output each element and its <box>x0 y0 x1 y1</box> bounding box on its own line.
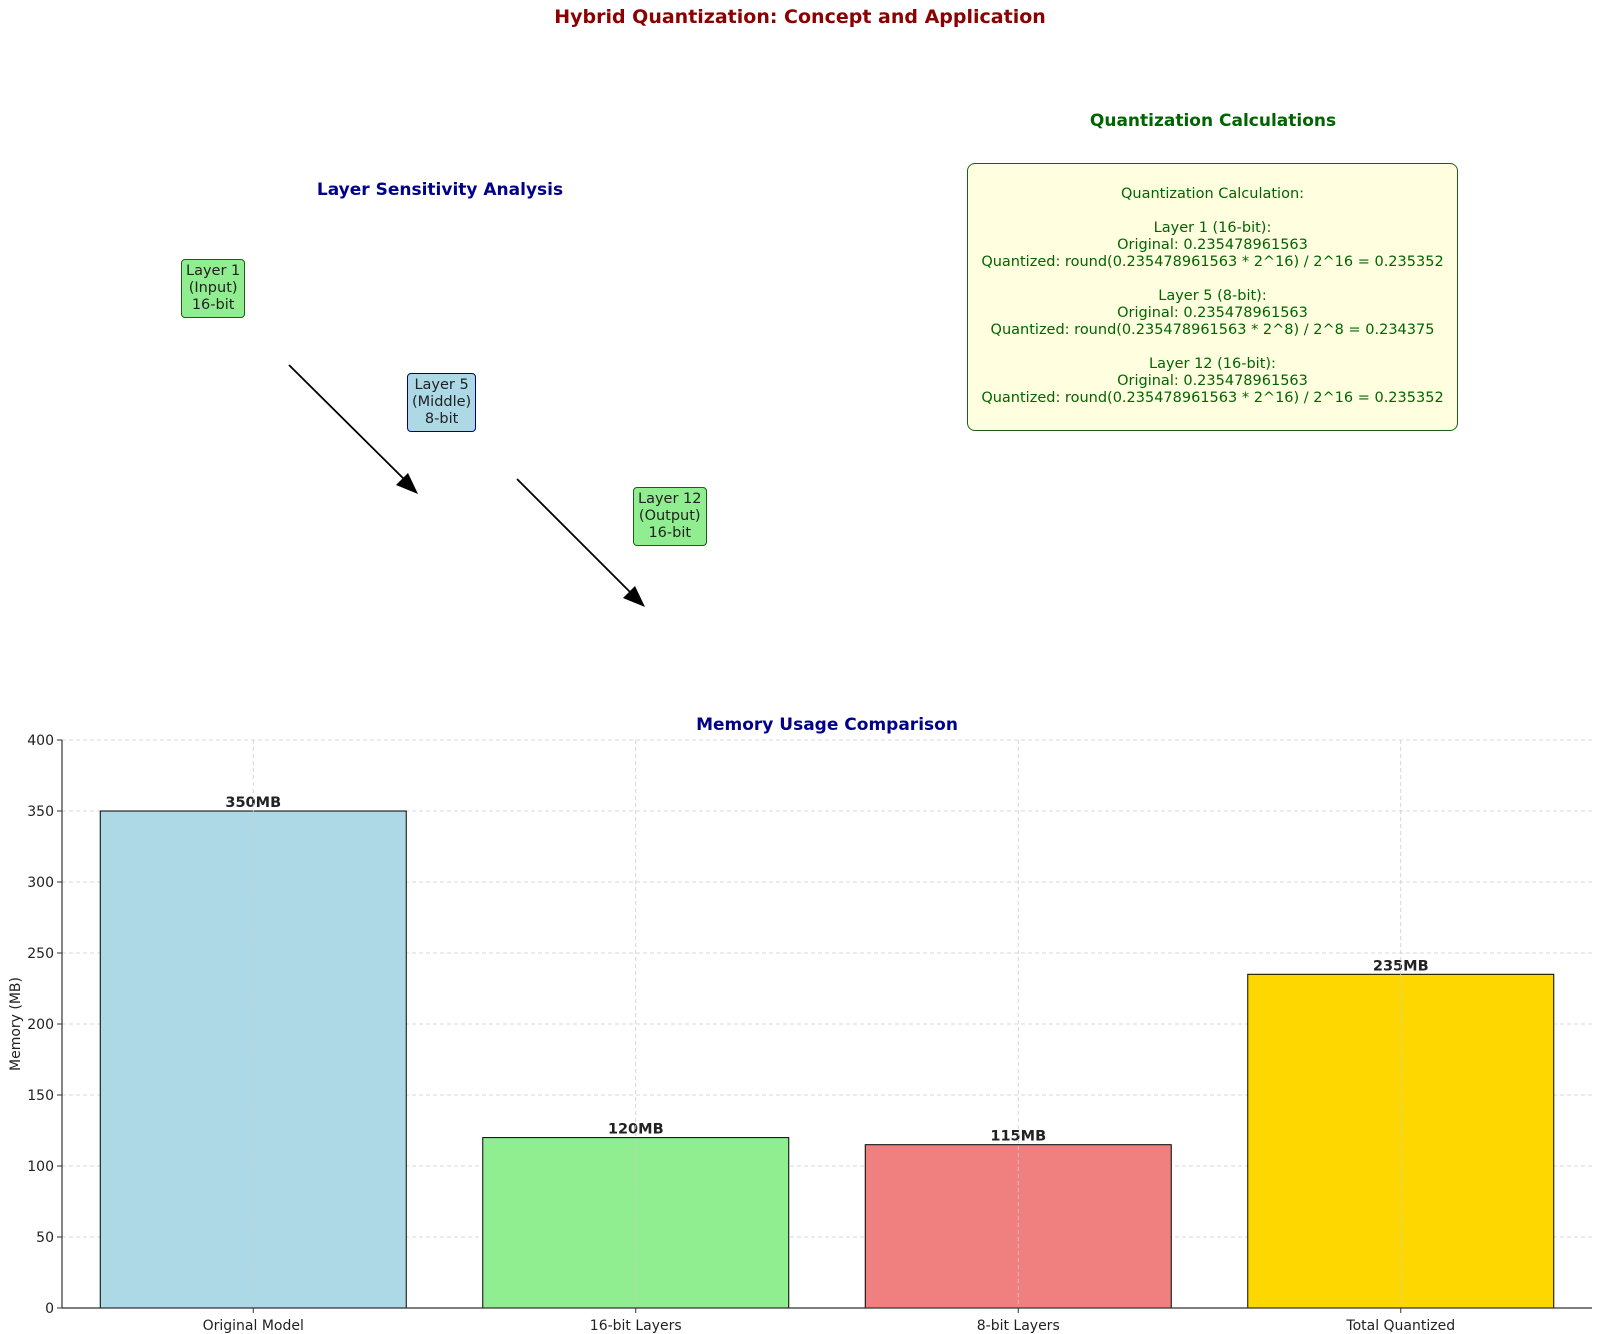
layer-5-bits: 8-bit <box>424 411 459 427</box>
x-tick-label: Original Model <box>203 1318 304 1334</box>
calculations-title: Quantization Calculations <box>1089 111 1337 131</box>
y-tick-label: 350 <box>27 804 54 820</box>
calc-line <box>968 339 1457 356</box>
y-tick-label: 200 <box>27 1017 54 1033</box>
y-axis-label: Memory (MB) <box>8 977 24 1071</box>
arrowhead-layer5 <box>396 473 418 494</box>
layer-1-box: Layer 1 (Input) 16-bit <box>181 259 246 318</box>
layer-1-bits: 16-bit <box>191 297 235 313</box>
layer-5-name: Layer 5 <box>414 377 469 393</box>
calc-line: Layer 12 (16-bit): <box>1149 356 1276 372</box>
flow-arrows <box>288 364 645 607</box>
calc-line: Layer 5 (8-bit): <box>1158 288 1267 304</box>
bar-value-label: 115MB <box>990 1129 1046 1145</box>
layer-5-role: (Middle) <box>412 394 472 410</box>
x-tick-label: 8-bit Layers <box>977 1318 1060 1334</box>
calc-line: Quantized: round(0.235478961563 * 2^16) … <box>981 254 1444 270</box>
y-tick-label: 0 <box>45 1301 54 1317</box>
calc-line: Original: 0.235478961563 <box>1117 373 1308 389</box>
calc-line: Layer 1 (16-bit): <box>1153 220 1272 236</box>
y-tick-label: 250 <box>27 946 54 962</box>
chart-title: Memory Usage Comparison <box>696 715 958 735</box>
y-tick-label: 300 <box>27 875 54 891</box>
calc-line: Original: 0.235478961563 <box>1117 237 1308 253</box>
layer-12-box: Layer 12 (Output) 16-bit <box>633 487 707 546</box>
calc-line: Quantization Calculation: <box>1120 186 1305 202</box>
calc-line: Quantized: round(0.235478961563 * 2^8) /… <box>990 322 1435 338</box>
layer-12-name: Layer 12 <box>638 491 702 507</box>
x-tick-label: Total Quantized <box>1345 1318 1455 1334</box>
page-title: Hybrid Quantization: Concept and Applica… <box>554 6 1046 28</box>
calculations-box: Quantization Calculation: Layer 1 (16-bi… <box>967 163 1458 431</box>
y-tick-label: 400 <box>27 733 54 749</box>
layer-5-box: Layer 5 (Middle) 8-bit <box>407 373 477 432</box>
calc-line <box>968 203 1457 220</box>
calc-line: Original: 0.235478961563 <box>1117 305 1308 321</box>
y-tick-label: 100 <box>27 1159 54 1175</box>
bar-value-label: 120MB <box>608 1122 664 1138</box>
layer-12-role: (Output) <box>638 508 701 524</box>
calc-line: Quantized: round(0.235478961563 * 2^16) … <box>981 390 1444 406</box>
arrow-layer5-to-layer12 <box>516 478 641 603</box>
y-tick-label: 50 <box>36 1230 54 1246</box>
calc-line <box>968 271 1457 288</box>
x-tick-label: 16-bit Layers <box>590 1318 682 1334</box>
arrow-layer1-to-layer5 <box>288 364 415 490</box>
layer-1-role: (Input) <box>188 280 238 296</box>
y-tick-label: 150 <box>27 1088 54 1104</box>
layer-1-name: Layer 1 <box>186 263 241 279</box>
layer-12-bits: 16-bit <box>648 525 692 541</box>
arrowhead-layer12 <box>623 586 645 607</box>
sensitivity-title: Layer Sensitivity Analysis <box>316 180 564 200</box>
